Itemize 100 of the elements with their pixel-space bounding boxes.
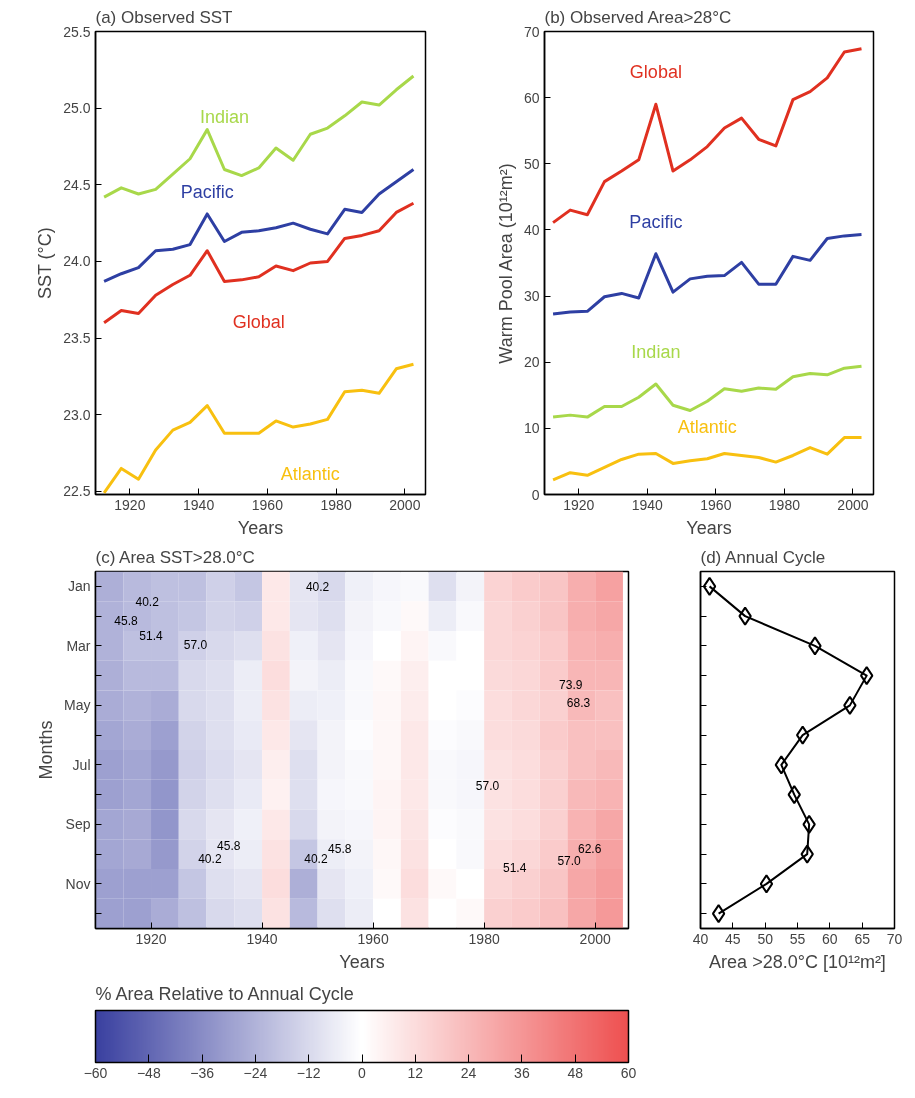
- x-tick-label: 70: [886, 930, 903, 947]
- line-series: [102, 362, 415, 495]
- y-tick-label: Jul: [72, 756, 91, 773]
- color-bar-label: 60: [620, 1064, 637, 1081]
- color-bar-label: −60: [83, 1064, 108, 1081]
- point: [843, 695, 857, 715]
- annotation: 57.0: [183, 637, 208, 652]
- annotation: 57.0: [475, 779, 500, 794]
- x-tick-label: 50: [757, 930, 774, 947]
- point: [808, 636, 822, 656]
- text: Atlantic: [280, 463, 340, 484]
- y-tick-label: 30: [523, 288, 540, 305]
- annotation: 45.8: [217, 838, 241, 853]
- chart-title: (c) Area SST>28.0°C: [95, 547, 255, 567]
- chart-title: (b) Observed Area>28°C: [544, 7, 732, 27]
- point: [802, 814, 816, 834]
- annotation: 45.8: [114, 614, 139, 629]
- y-tick-label: Mar: [66, 637, 91, 654]
- x-tick-label: 40: [692, 930, 709, 947]
- color-bar-label: 36: [514, 1064, 530, 1081]
- color-bar-label: 24: [460, 1064, 477, 1081]
- series-label: Pacific: [629, 211, 683, 232]
- series-label: Global: [629, 62, 682, 83]
- y-tick-label: 24.0: [63, 253, 91, 270]
- y-tick-label: Sep: [65, 816, 91, 833]
- point: [702, 576, 717, 596]
- x-tick-label: 1920: [114, 496, 146, 513]
- color-bar-label: 48: [567, 1064, 584, 1081]
- point: [800, 844, 814, 864]
- x-tick-label: 1960: [357, 930, 389, 947]
- y-tick-label: 0: [531, 486, 540, 503]
- x-tick-label: 1920: [135, 930, 167, 947]
- chart-title: (a) Observed SST: [95, 7, 233, 27]
- x-tick-label: 2000: [389, 496, 421, 513]
- line-series: [102, 167, 415, 283]
- series-label: Indian: [631, 342, 681, 363]
- point: [774, 755, 788, 775]
- annotation: 40.2: [305, 579, 330, 594]
- point: [860, 666, 874, 686]
- color-bar-label: −12: [296, 1064, 321, 1081]
- point: [738, 606, 752, 626]
- x-tick-label: 1940: [183, 496, 215, 513]
- x-axis-title: Years: [237, 517, 284, 538]
- annotation: 68.3: [566, 695, 591, 710]
- annotation: 73.9: [559, 678, 583, 693]
- x-tick-label: 1980: [468, 930, 500, 947]
- annotation: 57.0: [557, 853, 582, 868]
- x-tick-label: 45: [725, 930, 741, 947]
- color-bar-label: −48: [136, 1064, 161, 1081]
- y-tick-label: 25.5: [63, 23, 91, 40]
- y-tick-label: 40: [523, 221, 540, 238]
- x-tick-label: 1940: [246, 930, 278, 947]
- series-label: Pacific: [180, 181, 234, 202]
- x-tick-label: 2000: [579, 930, 611, 947]
- x-tick-label: 65: [854, 930, 871, 947]
- line-series: [102, 74, 415, 199]
- annotation: 51.4: [503, 861, 527, 876]
- x-tick-label: 1960: [700, 496, 732, 513]
- x-tick-label: 1940: [631, 496, 664, 513]
- x-tick-label: 1980: [320, 496, 352, 513]
- color-bar-label: 12: [407, 1064, 424, 1081]
- x-axis-title: Area >28.0°C [10¹²m²]: [709, 951, 886, 972]
- line-series: [551, 233, 864, 316]
- color-bar-title: % Area Relative to Annual Cycle: [95, 983, 354, 1004]
- y-tick-label: 10: [523, 420, 540, 437]
- color-bar-label: −36: [190, 1064, 215, 1081]
- y-axis-title: Months: [36, 720, 57, 780]
- line-series: [551, 364, 864, 419]
- color-bar-label: −24: [243, 1064, 268, 1081]
- point: [759, 874, 774, 894]
- chart-title: (d) Annual Cycle: [700, 547, 826, 567]
- y-tick-label: 70: [523, 23, 540, 40]
- point: [796, 725, 810, 745]
- y-tick-label: Nov: [65, 875, 91, 892]
- y-tick-label: 23.0: [63, 406, 91, 423]
- point: [711, 904, 726, 924]
- y-axis-title: SST (°C): [35, 227, 56, 300]
- line-series: [551, 436, 864, 482]
- series-label: Indian: [199, 107, 249, 128]
- annotation: 40.2: [304, 852, 328, 867]
- y-tick-label: 23.5: [63, 330, 91, 347]
- y-tick-label: 20: [523, 354, 540, 371]
- annotation: 40.2: [135, 594, 160, 609]
- x-tick-label: 60: [822, 930, 838, 947]
- x-tick-label: 1920: [563, 496, 595, 513]
- y-tick-label: 60: [523, 89, 540, 106]
- point: [787, 785, 801, 805]
- annotation: 45.8: [328, 841, 352, 856]
- y-tick-label: 22.5: [63, 483, 91, 500]
- annotation: 51.4: [139, 628, 164, 643]
- x-tick-label: 2000: [837, 496, 869, 513]
- series-label: Atlantic: [677, 416, 737, 437]
- x-axis-title: Years: [686, 517, 732, 538]
- y-tick-label: Jan: [67, 578, 91, 595]
- y-tick-label: 25.0: [63, 100, 91, 117]
- annotation: 62.6: [577, 841, 602, 856]
- x-axis-title: Years: [339, 951, 385, 972]
- y-tick-label: 50: [523, 155, 540, 172]
- y-tick-label: May: [64, 697, 91, 714]
- color-bar-label: 0: [358, 1064, 367, 1081]
